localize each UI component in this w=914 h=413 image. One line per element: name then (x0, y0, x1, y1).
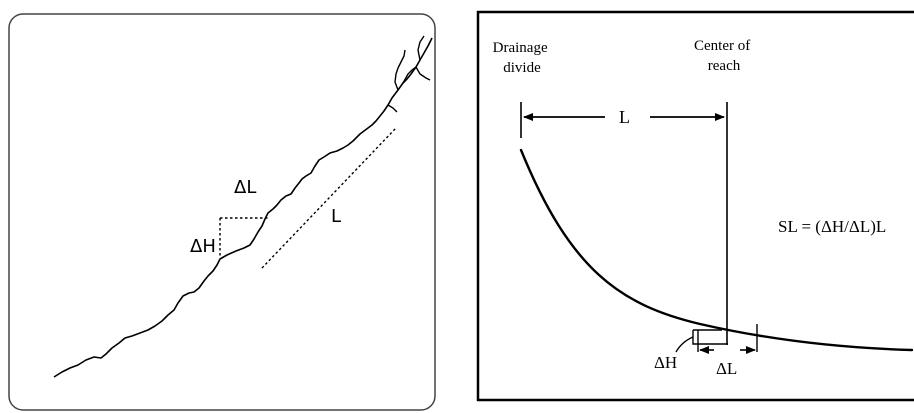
center-of-reach-label: Center of reach (694, 38, 754, 74)
longitudinal-profile-curve (519, 148, 914, 352)
reach-length-dashed-line (261, 127, 397, 269)
delta-l-label: ΔL (234, 177, 256, 198)
left-panel: ΔL ΔH L (8, 13, 436, 411)
right-panel-frame (476, 10, 914, 402)
length-label: L (619, 107, 630, 127)
center-of-reach-line-1: Center of (694, 38, 750, 54)
stream-gradient-index-formula: SL = (ΔH/ΔL)L (778, 217, 886, 236)
length-label: L (331, 206, 341, 227)
drainage-divide-line-2: divide (503, 60, 541, 76)
drainage-divide-line-1: Drainage (493, 40, 548, 56)
center-of-reach-line-2: reach (708, 58, 741, 74)
left-panel-frame (8, 13, 436, 411)
delta-h-label: ΔH (190, 236, 216, 257)
right-panel: Drainage divide Center of reach L SL = (… (476, 10, 914, 402)
tributary-branch (394, 49, 406, 91)
delta-h-label: ΔH (654, 353, 677, 372)
tributary-branch (402, 66, 417, 84)
delta-l-label: ΔL (716, 359, 737, 378)
tributary-branch (387, 104, 398, 113)
tributary-branch (417, 35, 425, 61)
delta-h-pointer (675, 336, 694, 353)
drainage-divide-label: Drainage divide (493, 40, 552, 76)
tributary-branch (415, 66, 431, 81)
stream-profile-trace (53, 37, 433, 378)
delta-h-step-lines (692, 330, 728, 345)
